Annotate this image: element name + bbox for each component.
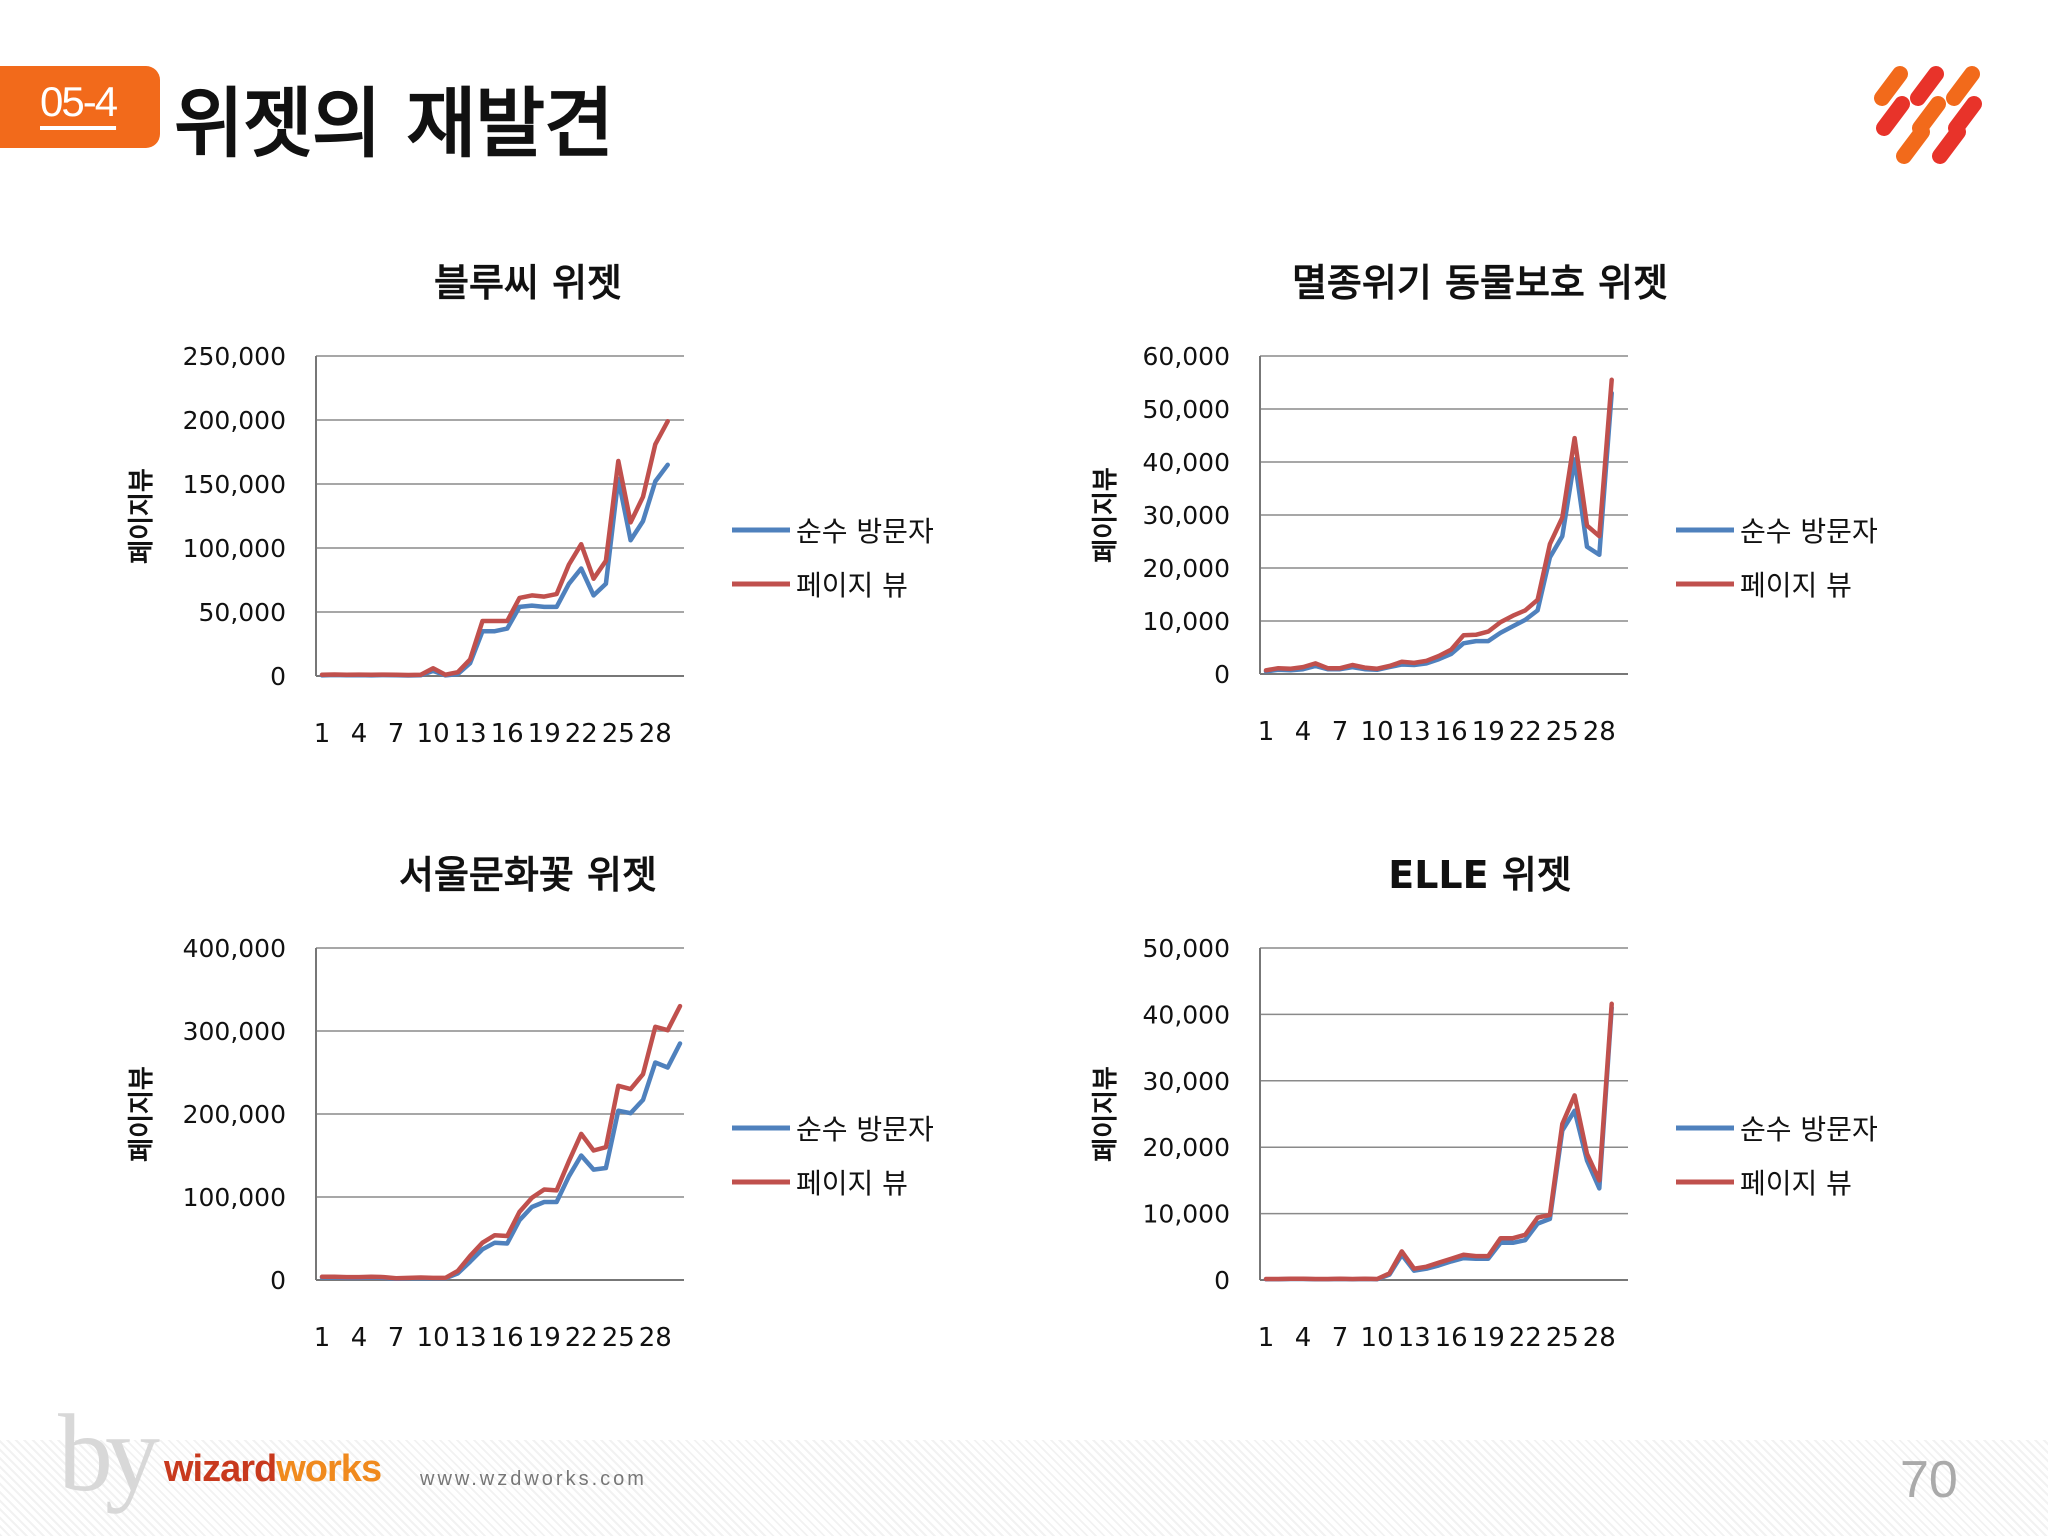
chart-4-xtick-label: 1 [1258, 1323, 1275, 1353]
chart-1-xtick-label: 28 [639, 719, 672, 749]
chart-4-xtick-label: 7 [1332, 1323, 1349, 1353]
chart-4-xtick-label: 10 [1361, 1323, 1394, 1353]
chart-4-xtick-label: 19 [1472, 1323, 1505, 1353]
chart-1-xtick-label: 16 [491, 719, 524, 749]
chart-4-legend-label-2: 페이지 뷰 [1740, 1167, 1852, 1200]
chart-3-xtick-label: 10 [417, 1323, 450, 1353]
chart-2-ytick-label: 20,000 [1143, 554, 1230, 583]
chart-2-xtick-label: 19 [1472, 717, 1505, 747]
chart-2-xtick-label: 4 [1295, 717, 1312, 747]
chart-2-xtick-label: 13 [1398, 717, 1431, 747]
page-number: 70 [1900, 1451, 1958, 1509]
chart-1-ytick-label: 250,000 [183, 342, 286, 371]
chart-4-legend-label-1: 순수 방문자 [1740, 1113, 1878, 1146]
chart-2-ytick-label: 30,000 [1143, 501, 1230, 530]
chart-1-ylabel: 페이지뷰 [127, 468, 157, 564]
chart-2-xtick-label: 7 [1332, 717, 1349, 747]
chart-2-xtick-label: 10 [1361, 717, 1394, 747]
chart-4-xtick-label: 25 [1546, 1323, 1579, 1353]
chart-3-ytick-label: 200,000 [183, 1100, 286, 1129]
chart-3-xtick-label: 19 [528, 1323, 561, 1353]
chart-1-legend-label-1: 순수 방문자 [796, 515, 934, 548]
section-number-badge: 05-4 [0, 66, 160, 148]
chart-3-ylabel: 페이지뷰 [127, 1066, 157, 1162]
chart-3-xtick-label: 16 [491, 1323, 524, 1353]
chart-3-xtick-label: 1 [314, 1323, 331, 1353]
chart-4-ytick-label: 20,000 [1143, 1133, 1230, 1162]
chart-2-ytick-label: 10,000 [1143, 607, 1230, 636]
chart-2-xtick-label: 16 [1435, 717, 1468, 747]
section-number: 05-4 [40, 78, 118, 125]
chart-3-title: 서울문화꽃 위젯 [399, 853, 657, 897]
chart-4-title: ELLE 위젯 [1388, 853, 1572, 897]
footer-by: by [58, 1392, 160, 1514]
chart-1-series-2-line [319, 419, 670, 678]
chart-3-xtick-label: 7 [388, 1323, 405, 1353]
chart-2-xtick-label: 25 [1546, 717, 1579, 747]
wizardworks-logo-icon [1874, 66, 1982, 164]
chart-4-xtick-label: 4 [1295, 1323, 1312, 1353]
chart-1-xtick-label: 4 [351, 719, 368, 749]
chart-2-xtick-label: 22 [1509, 717, 1542, 747]
chart-3-xtick-label: 25 [602, 1323, 635, 1353]
chart-2-ytick-label: 40,000 [1143, 448, 1230, 477]
chart-2-series-1-line [1263, 390, 1614, 674]
chart-2-series-2-line [1263, 377, 1614, 673]
chart-1-legend-label-2: 페이지 뷰 [796, 569, 908, 602]
chart-2-legend-label-2: 페이지 뷰 [1740, 569, 1852, 602]
chart-3-xtick-label: 28 [639, 1323, 672, 1353]
chart-4-xtick-label: 13 [1398, 1323, 1431, 1353]
chart-3-xtick-label: 4 [351, 1323, 368, 1353]
chart-3-ytick-label: 100,000 [183, 1183, 286, 1212]
chart-2-xtick-label: 1 [1258, 717, 1275, 747]
chart-2-title: 멸종위기 동물보호 위젯 [1292, 261, 1668, 305]
charts-canvas: 블루씨 위젯050,000100,000150,000200,000250,00… [127, 261, 1878, 1353]
chart-3-ytick-label: 400,000 [183, 934, 286, 963]
chart-1-xtick-label: 7 [388, 719, 405, 749]
footer-brand: wizardworks [164, 1448, 382, 1491]
chart-3-ytick-label: 300,000 [183, 1017, 286, 1046]
chart-1-xtick-label: 1 [314, 719, 331, 749]
chart-3-series-2-line [319, 1003, 683, 1281]
chart-2-legend-label-1: 순수 방문자 [1740, 515, 1878, 548]
chart-4-ytick-label: 0 [1214, 1266, 1230, 1295]
chart-2-ytick-label: 60,000 [1143, 342, 1230, 371]
chart-1-title: 블루씨 위젯 [434, 261, 622, 305]
footer-brand-part2: works [276, 1448, 382, 1490]
chart-3-ytick-label: 0 [270, 1266, 286, 1295]
chart-2-xtick-label: 28 [1583, 717, 1616, 747]
chart-1-xtick-label: 19 [528, 719, 561, 749]
chart-3-xtick-label: 22 [565, 1323, 598, 1353]
chart-3-legend-label-2: 페이지 뷰 [796, 1167, 908, 1200]
chart-4-series-2-line [1263, 1001, 1614, 1282]
chart-3-legend-label-1: 순수 방문자 [796, 1113, 934, 1146]
chart-1-ytick-label: 50,000 [199, 598, 286, 627]
chart-1-ytick-label: 0 [270, 662, 286, 691]
chart-4-xtick-label: 16 [1435, 1323, 1468, 1353]
footer-url: www.wzdworks.com [420, 1468, 647, 1490]
chart-4-ytick-label: 10,000 [1143, 1200, 1230, 1229]
footer-brand-part1: wizard [164, 1448, 277, 1490]
chart-1-ytick-label: 150,000 [183, 470, 286, 499]
footer-background [0, 1440, 2048, 1536]
chart-1-ytick-label: 200,000 [183, 406, 286, 435]
page-title: 위젯의 재발견 [174, 79, 614, 168]
chart-1-xtick-label: 22 [565, 719, 598, 749]
chart-2-ytick-label: 50,000 [1143, 395, 1230, 424]
chart-2-ytick-label: 0 [1214, 660, 1230, 689]
chart-2-ylabel: 페이지뷰 [1091, 467, 1121, 563]
chart-3-xtick-label: 13 [454, 1323, 487, 1353]
chart-1-ytick-label: 100,000 [183, 534, 286, 563]
chart-1-xtick-label: 13 [454, 719, 487, 749]
chart-4-ylabel: 페이지뷰 [1091, 1066, 1121, 1162]
chart-1-xtick-label: 10 [417, 719, 450, 749]
chart-4-xtick-label: 28 [1583, 1323, 1616, 1353]
chart-1-xtick-label: 25 [602, 719, 635, 749]
chart-4-xtick-label: 22 [1509, 1323, 1542, 1353]
chart-4-ytick-label: 50,000 [1143, 934, 1230, 963]
chart-4-ytick-label: 40,000 [1143, 1000, 1230, 1029]
chart-3-series-1-line [319, 1041, 683, 1282]
chart-4-ytick-label: 30,000 [1143, 1067, 1230, 1096]
